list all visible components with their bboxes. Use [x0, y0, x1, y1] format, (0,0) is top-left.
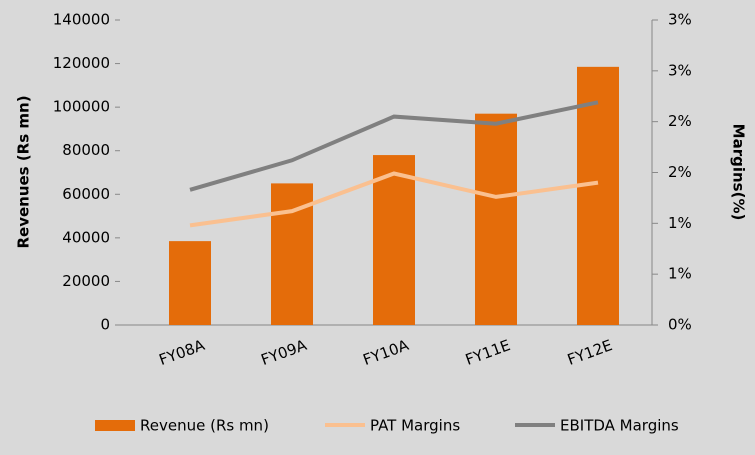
y-axis-label: Revenues (Rs mn): [15, 95, 33, 248]
bar: [475, 113, 517, 325]
bar: [169, 241, 211, 325]
y-tick-label: 20000: [62, 272, 110, 290]
y2-tick-label: 2%: [668, 163, 692, 181]
y-tick-label: 60000: [62, 185, 110, 203]
y-tick-label: 80000: [62, 141, 110, 159]
legend-swatch: [95, 420, 135, 431]
y2-tick-label: 2%: [668, 112, 692, 130]
x-tick-label: FY11E: [463, 336, 513, 369]
line: [189, 100, 599, 192]
y2-tick-label: 3%: [668, 61, 692, 79]
legend-label: EBITDA Margins: [560, 417, 679, 435]
x-tick-label: FY09A: [259, 336, 310, 369]
y2-tick-label: 1%: [668, 265, 692, 283]
y-tick-label: 0: [100, 316, 110, 334]
y2-axis-label: Margins(%): [730, 124, 748, 221]
legend-label: PAT Margins: [370, 417, 460, 435]
y-tick-label: 100000: [53, 98, 110, 116]
bar: [577, 66, 619, 325]
y2-tick-label: 0%: [668, 316, 692, 334]
x-tick-label: FY10A: [361, 336, 412, 369]
legend-label: Revenue (Rs mn): [140, 417, 269, 435]
y-tick-label: 40000: [62, 228, 110, 246]
y-tick-label: 140000: [53, 11, 110, 29]
y-tick-label: 120000: [53, 54, 110, 72]
y2-tick-label: 1%: [668, 214, 692, 232]
x-tick-label: FY08A: [157, 336, 208, 369]
bar: [373, 155, 415, 325]
x-tick-label: FY12E: [565, 336, 615, 369]
line: [189, 171, 599, 228]
y2-tick-label: 3%: [668, 11, 692, 29]
